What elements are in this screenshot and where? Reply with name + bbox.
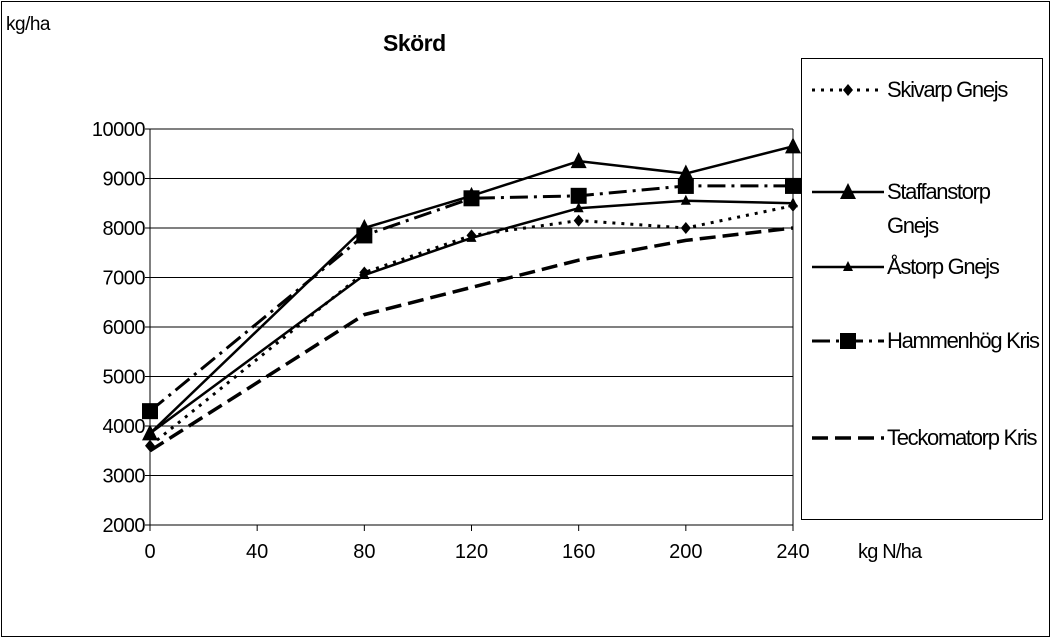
series-1-point: [573, 214, 584, 227]
legend-label: Skivarp Gnejs: [887, 77, 1008, 102]
legend-swatch: [812, 84, 884, 96]
x-tick-label: 240: [776, 541, 809, 563]
legend-swatch: [812, 183, 884, 199]
x-tick-label: 0: [144, 541, 155, 563]
legend-label: Hammenhög Kris: [887, 328, 1040, 353]
series-3-point: [788, 197, 798, 208]
y-tick-label: 2000: [103, 515, 146, 537]
legend-marker: [843, 84, 853, 96]
series-3-point: [573, 202, 584, 213]
series-4-point: [356, 227, 373, 244]
series-1-point: [680, 222, 691, 234]
legend-swatch: [812, 333, 884, 349]
legend-label: Åstorp Gnejs: [887, 254, 1000, 279]
legend-label: Teckomatorp Kris: [887, 425, 1037, 450]
series-line-5: [149, 226, 794, 453]
series-3-point: [680, 194, 691, 205]
series-line-3: [149, 199, 794, 435]
legend-swatch: [812, 261, 884, 271]
y-tick-label: 6000: [103, 317, 146, 339]
legend-marker: [840, 333, 856, 349]
x-tick-label: 120: [455, 541, 488, 563]
y-tick-label: 3000: [103, 466, 146, 488]
legend-marker: [840, 183, 856, 199]
legend-marker: [843, 261, 853, 271]
y-tick-label: 7000: [103, 268, 146, 290]
chart-title: Skörd: [383, 30, 446, 56]
series-3-point: [145, 427, 155, 438]
y-axis-label: kg/ha: [6, 14, 50, 35]
x-tick-label: 200: [669, 541, 702, 563]
series-4-point: [785, 177, 801, 194]
series-2-point: [785, 137, 801, 154]
x-axis-label: kg N/ha: [858, 541, 922, 563]
y-tick-label: 4000: [103, 416, 146, 438]
series-4-point: [570, 187, 587, 204]
series-line-4: [149, 184, 793, 413]
y-tick-label: 10000: [92, 119, 145, 141]
legend-label: Staffanstorp Gnejs: [887, 179, 991, 238]
series-line-1: [149, 204, 794, 447]
legend: Skivarp Gnejs Staffanstorp Gnejs Åstorp Gn…: [801, 58, 1043, 520]
series-line-2: [149, 145, 794, 435]
series-4-point: [463, 190, 480, 207]
series-2-point: [677, 164, 694, 181]
x-tick-label: 160: [562, 541, 595, 563]
y-tick-label: 9000: [103, 169, 146, 191]
y-tick-label: 5000: [103, 367, 146, 389]
series-4-point: [142, 403, 158, 420]
series-3-point: [466, 231, 477, 242]
series-4-point: [677, 177, 694, 194]
series-2-point: [570, 152, 587, 169]
y-tick-label: 8000: [103, 218, 146, 240]
x-tick-label: 40: [246, 541, 268, 563]
x-tick-label: 80: [353, 541, 375, 563]
series-3-point: [359, 269, 370, 280]
legend-swatch: [812, 436, 884, 440]
